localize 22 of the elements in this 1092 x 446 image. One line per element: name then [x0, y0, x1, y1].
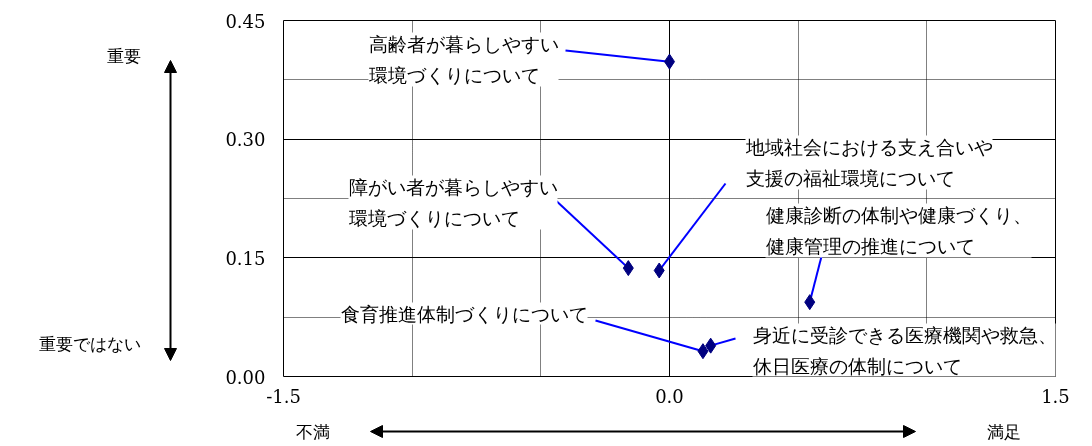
text: 満足: [986, 421, 1021, 442]
x-tick-label: 1.5: [1041, 385, 1070, 407]
annotation: 健康診断の体制や健康づくり、健康管理の推進について: [765, 203, 1032, 258]
y-tick-label: 0.15: [225, 247, 266, 269]
point: [653, 262, 665, 279]
annotation: 障がい者が暮らしやすい環境づくりについて: [348, 175, 558, 230]
x-tick-label: -1.5: [266, 385, 301, 407]
y-tick-label: 0.45: [225, 10, 266, 32]
point: [804, 294, 816, 311]
annotation: 高齢者が暮らしやすい環境づくりについて: [368, 32, 559, 87]
point: [622, 260, 634, 277]
annotation: 食育推進体制づくりについて: [340, 302, 588, 325]
x-tick-label: 0.0: [655, 385, 684, 407]
point: [697, 343, 709, 360]
annotation: 地域社会における支え合いや支援の福祉環境について: [744, 135, 993, 190]
point: [705, 337, 717, 354]
text: 不満: [295, 421, 330, 442]
text: 重要ではない: [38, 333, 141, 354]
y-tick-label: 0.30: [225, 129, 266, 151]
y-tick-label: 0.00: [225, 366, 266, 388]
annotation: 身近に受診できる医療機関や救急、休日医療の体制について: [752, 323, 1057, 378]
text: 重要: [106, 45, 141, 66]
